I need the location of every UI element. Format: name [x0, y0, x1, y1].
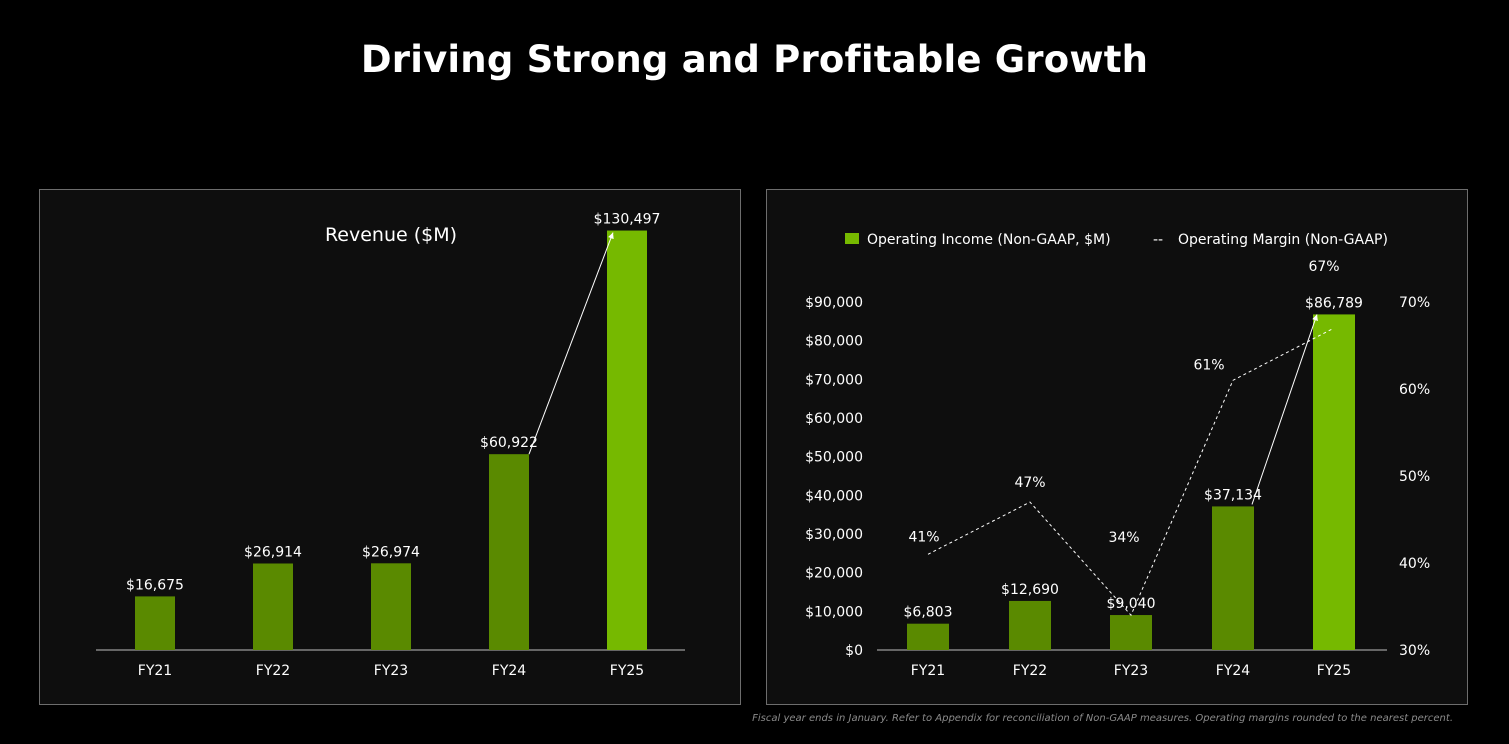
page-title: Driving Strong and Profitable Growth [360, 38, 1149, 81]
revenue-value-label: $26,974 [362, 544, 420, 560]
operating-income-value-label: $37,134 [1204, 487, 1262, 503]
x-tick-label: FY23 [1114, 663, 1148, 679]
legend-dash-marker: -- [1153, 232, 1163, 248]
revenue-bar [607, 230, 647, 650]
operating-income-bar [907, 623, 949, 650]
growth-arrow [1251, 314, 1318, 505]
x-tick-label: FY24 [1216, 663, 1251, 679]
legend-label-operating-margin: Operating Margin (Non-GAAP) [1178, 232, 1388, 248]
revenue-chart-panel: Revenue ($M) $16,675 FY21 $26,914 FY22 $26,97… [39, 189, 741, 705]
operating-margin-value-label: 34% [1108, 530, 1139, 546]
revenue-bar [135, 596, 175, 650]
operating-income-chart: Operating Income (Non-GAAP, $M) -- Operati… [805, 232, 1430, 679]
footnote: Fiscal year ends in January. Refer to Ap… [752, 713, 1453, 724]
operating-income-value-label: $86,789 [1305, 295, 1363, 311]
operating-margin-value-label: 61% [1193, 357, 1224, 373]
y-right-tick-label: 50% [1399, 469, 1430, 485]
y-left-tick-label: $0 [845, 643, 863, 659]
revenue-value-label: $130,497 [594, 212, 661, 228]
y-right-tick-label: 60% [1399, 382, 1430, 398]
x-tick-label: FY25 [610, 663, 644, 679]
y-left-tick-label: $50,000 [805, 450, 863, 466]
revenue-bar [371, 563, 411, 650]
x-tick-label: FY23 [374, 663, 408, 679]
chart-title: Revenue ($M) [325, 224, 457, 246]
operating-income-value-label: $9,040 [1107, 596, 1156, 612]
operating-income-value-label: $12,690 [1001, 582, 1059, 598]
operating-margin-line [927, 327, 1335, 617]
operating-income-bar [1110, 615, 1152, 650]
revenue-value-label: $16,675 [126, 577, 184, 593]
y-left-tick-label: $70,000 [805, 372, 863, 388]
growth-arrow [528, 232, 614, 455]
revenue-value-label: $60,922 [480, 435, 538, 451]
legend-bar-swatch [845, 233, 859, 244]
y-left-tick-label: $10,000 [805, 604, 863, 620]
y-left-tick-label: $80,000 [805, 334, 863, 350]
y-right-tick-label: 40% [1399, 556, 1430, 572]
y-left-tick-label: $90,000 [805, 295, 863, 311]
revenue-bar [489, 454, 529, 650]
operating-margin-value-label: 47% [1014, 475, 1045, 491]
y-right-tick-label: 30% [1399, 643, 1430, 659]
y-left-tick-label: $30,000 [805, 527, 863, 543]
y-left-tick-label: $20,000 [805, 566, 863, 582]
operating-margin-value-label: 41% [908, 529, 939, 545]
x-tick-label: FY22 [1013, 663, 1047, 679]
x-tick-label: FY22 [256, 663, 290, 679]
y-left-tick-label: $60,000 [805, 411, 863, 427]
operating-income-bar [1009, 600, 1051, 650]
revenue-value-label: $26,914 [244, 544, 302, 560]
legend-label-operating-income: Operating Income (Non-GAAP, $M) [867, 232, 1111, 248]
operating-income-bar [1212, 506, 1254, 650]
y-right-tick-label: 70% [1399, 295, 1430, 311]
operating-income-value-label: $6,803 [904, 605, 953, 621]
revenue-bar [253, 563, 293, 650]
operating-income-chart-panel: Operating Income (Non-GAAP, $M) -- Operati… [766, 189, 1468, 705]
x-tick-label: FY24 [492, 663, 527, 679]
x-tick-label: FY25 [1317, 663, 1351, 679]
operating-income-bar [1313, 314, 1355, 650]
revenue-chart: Revenue ($M) $16,675 FY21 $26,914 FY22 $26,97… [96, 212, 685, 679]
x-tick-label: FY21 [911, 663, 945, 679]
y-left-tick-label: $40,000 [805, 488, 863, 504]
operating-margin-value-label: 67% [1308, 259, 1339, 275]
x-tick-label: FY21 [138, 663, 172, 679]
